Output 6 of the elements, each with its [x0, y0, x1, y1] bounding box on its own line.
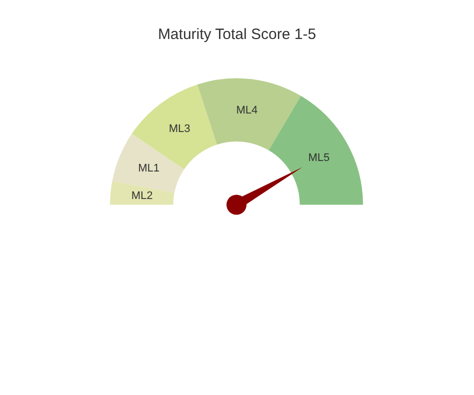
- slice-label: ML3: [168, 122, 190, 135]
- slice-label: ML5: [308, 152, 330, 164]
- chart-title: Maturity Total Score 1-5: [158, 26, 316, 44]
- slice-label: ML1: [138, 162, 160, 174]
- slice-label: ML4: [236, 104, 258, 116]
- slice-label: ML2: [131, 190, 153, 202]
